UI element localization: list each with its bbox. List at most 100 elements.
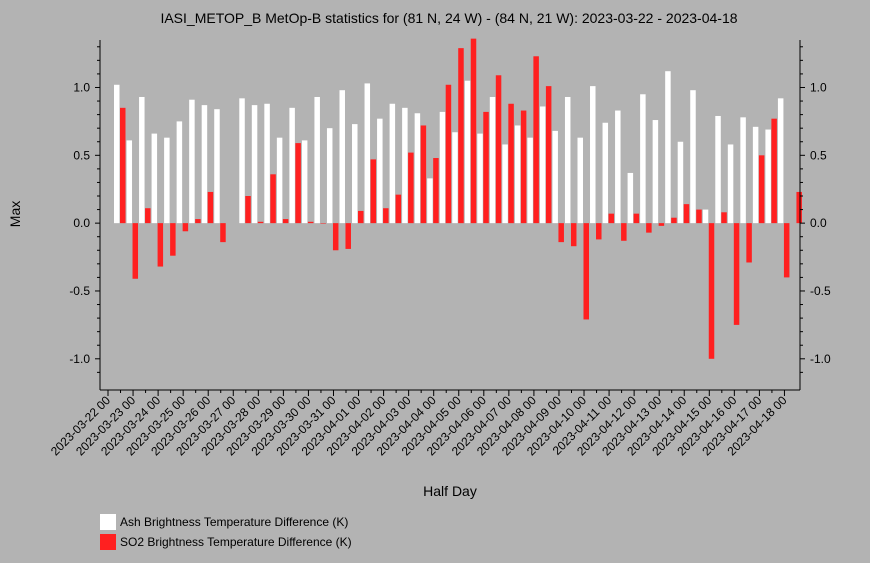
ash-bar	[139, 96, 145, 224]
so2-bar	[295, 143, 301, 224]
so2-bar	[771, 118, 777, 224]
so2-bar	[495, 75, 502, 224]
ash-bar	[326, 128, 333, 224]
so2-bar	[345, 223, 351, 249]
ash-bar	[314, 96, 320, 224]
so2-bar	[520, 110, 527, 224]
ash-bar	[289, 107, 295, 224]
legend-label-so2: SO2 Brightness Temperature Difference (K…	[120, 535, 352, 549]
ash-bar	[514, 125, 521, 224]
y-tick-label-right: 0.0	[810, 216, 827, 230]
ash-bar	[715, 115, 721, 224]
so2-bar	[257, 221, 264, 224]
ash-bar	[577, 137, 583, 224]
so2-bar	[182, 223, 189, 232]
ash-bar	[740, 117, 746, 224]
so2-bar	[683, 204, 690, 224]
ash-bar	[364, 83, 371, 224]
ash-bar	[402, 107, 408, 224]
so2-bar	[570, 223, 577, 247]
legend-item-so2: SO2 Brightness Temperature Difference (K…	[100, 532, 352, 552]
y-tick-label-right: 0.5	[810, 148, 827, 162]
ash-bar	[640, 94, 646, 224]
y-axis-label: Max	[7, 201, 23, 227]
so2-bar	[320, 223, 326, 224]
so2-bar	[370, 159, 377, 224]
y-tick-label-left: 1.0	[73, 80, 90, 94]
ash-bar	[201, 105, 208, 224]
so2-bar	[458, 48, 464, 224]
ash-bar	[489, 96, 496, 224]
so2-bar	[508, 103, 514, 224]
ash-bar	[214, 109, 220, 224]
ash-bar	[189, 99, 195, 224]
so2-bar	[420, 125, 427, 224]
x-axis-label: Half Day	[423, 483, 477, 499]
ash-bar	[151, 133, 158, 224]
so2-bar	[145, 208, 151, 224]
legend-item-ash: Ash Brightness Temperature Difference (K…	[100, 512, 352, 532]
ash-bar	[239, 98, 245, 224]
ash-bar	[727, 144, 734, 224]
axes-group: 1.0 1.00.5 0.50.0 0.0-0.5 -0.5-1.0 -1.02023-0…	[48, 40, 831, 458]
so2-bar	[633, 213, 640, 224]
so2-bar	[796, 191, 802, 224]
so2-bar	[583, 223, 589, 320]
ash-bar	[301, 140, 308, 224]
so2-bar	[395, 194, 402, 224]
so2-bar	[433, 158, 439, 224]
so2-bar	[483, 111, 489, 224]
so2-bar	[596, 223, 602, 240]
ash-bar	[652, 120, 659, 224]
so2-bar	[733, 223, 740, 325]
so2-bar	[358, 210, 364, 224]
y-tick-label-right: 1.0	[810, 80, 827, 94]
so2-bar	[132, 223, 139, 279]
so2-bar	[445, 84, 452, 224]
y-tick-label-left: 0.5	[73, 148, 90, 162]
so2-bar	[621, 223, 627, 241]
so2-bar	[696, 209, 702, 224]
ash-bar	[339, 90, 345, 224]
ash-bar	[665, 71, 671, 224]
ash-bar	[126, 140, 133, 224]
so2-bar	[608, 213, 615, 224]
ash-bar	[615, 110, 621, 224]
so2-bar	[383, 208, 389, 224]
ash-bar	[527, 137, 533, 224]
ash-bar	[677, 141, 684, 224]
so2-bar	[157, 223, 164, 267]
y-tick-label-left: -0.5	[69, 284, 90, 298]
ash-bar	[552, 130, 558, 224]
so2-bar	[646, 223, 652, 233]
legend: Ash Brightness Temperature Difference (K…	[100, 512, 352, 552]
so2-bar	[558, 223, 564, 243]
ash-bar	[765, 129, 771, 224]
so2-bar	[220, 223, 226, 243]
so2-bar	[708, 223, 715, 359]
ash-bar	[264, 103, 270, 224]
legend-swatch-so2	[100, 534, 116, 550]
legend-swatch-ash	[100, 514, 116, 530]
ash-bar	[602, 122, 609, 224]
so2-bar	[658, 223, 665, 226]
ash-bar	[276, 137, 283, 224]
ash-bar	[452, 132, 458, 224]
ash-bar	[752, 126, 759, 224]
y-tick-label-right: -1.0	[810, 352, 831, 366]
so2-bar	[721, 212, 727, 224]
ash-bar	[164, 137, 170, 224]
so2-bar	[170, 223, 176, 256]
ash-bar	[251, 105, 258, 224]
ash-bar	[114, 84, 120, 224]
so2-bar	[245, 196, 251, 224]
so2-bar	[533, 56, 539, 224]
so2-bar	[195, 219, 201, 224]
so2-bar	[282, 219, 289, 224]
bars-group	[114, 38, 802, 359]
ash-bar	[590, 86, 596, 224]
so2-bar	[332, 223, 339, 251]
so2-bar	[470, 38, 477, 224]
